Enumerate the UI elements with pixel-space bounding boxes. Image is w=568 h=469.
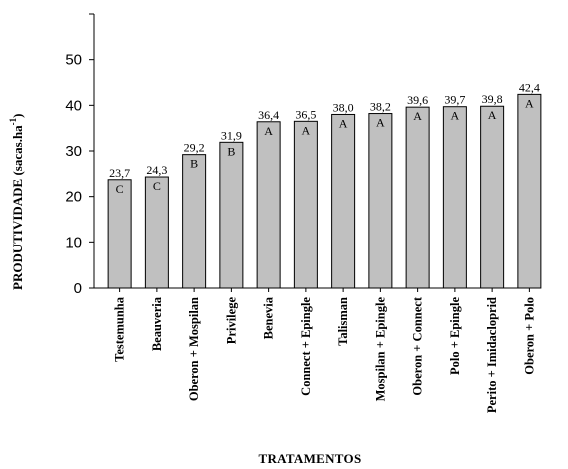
bar-group-letter: A	[451, 109, 460, 123]
y-axis-title-text: PRODUTIVIDADE (sacas.ha	[10, 125, 25, 290]
x-category-label: Mospilan + Epingle	[373, 297, 387, 402]
x-category-label: Beauveria	[150, 296, 164, 351]
y-tick-label: 50	[65, 52, 82, 69]
bar-value-label: 39,8	[482, 92, 503, 106]
bar-value-label: 38,2	[370, 100, 391, 114]
y-axis-title-close: )	[10, 113, 25, 117]
bar-value-label: 42,4	[519, 80, 540, 94]
x-category-label: Polo + Epingle	[448, 297, 462, 375]
bar	[442, 106, 467, 289]
x-category-label: Oberon + Connect	[411, 296, 425, 395]
x-category-label: Connect + Epingle	[299, 297, 313, 396]
bar	[331, 113, 356, 289]
bar	[144, 176, 169, 289]
bar-value-label: 31,9	[221, 128, 242, 142]
bar-value-label: 36,4	[258, 108, 279, 122]
bar-group-letter: A	[376, 116, 385, 130]
bar-group-letter: A	[264, 124, 273, 138]
x-category-label: Testemunha	[113, 296, 127, 362]
y-tick-label: 10	[65, 234, 82, 251]
bar-value-label: 24,3	[146, 163, 167, 177]
x-category-label: Talisman	[336, 297, 350, 346]
bar-value-label: 39,6	[407, 93, 428, 107]
bar-group-letter: A	[339, 116, 348, 130]
x-axis-title: TRATAMENTOS	[259, 451, 362, 466]
bar-value-label: 29,2	[184, 141, 205, 155]
bar-group-letter: A	[302, 123, 311, 137]
x-category-label: Benevia	[262, 296, 276, 339]
y-tick-label: 30	[65, 143, 82, 160]
data-labels: 23,7 C 24,3 C 29,2 B 31,9 B 36,4 A 36,5 A 38,0 A 38,2 A…	[109, 80, 540, 195]
bar	[405, 106, 430, 289]
bar-group-letter: B	[227, 144, 235, 158]
y-tick-label: 20	[65, 189, 82, 206]
x-category-label: Perito + Imidacloprid	[485, 297, 499, 413]
x-axis-categories: Testemunha Beauveria Oberon + Mospilan Priv…	[113, 288, 536, 413]
y-axis-ticks: 0 10 20 30 40 50	[65, 13, 94, 297]
bar-group-letter: A	[525, 96, 534, 110]
bar-value-label: 38,0	[333, 100, 354, 114]
bar-value-label: 39,7	[444, 93, 465, 107]
y-axis-title-superscript: -1	[8, 117, 18, 125]
bar	[368, 113, 393, 289]
y-tick-label: 40	[65, 97, 82, 114]
bar	[182, 154, 207, 289]
x-category-label: Oberon + Polo	[522, 297, 536, 375]
bar-value-label: 36,5	[295, 107, 316, 121]
bar	[517, 93, 542, 289]
bar	[293, 120, 318, 289]
bar-value-label: 23,7	[109, 166, 130, 180]
bar-group-letter: C	[116, 182, 124, 196]
y-axis-title: PRODUTIVIDADE (sacas.ha-1)	[8, 113, 25, 290]
bar-group-letter: B	[190, 157, 198, 171]
bars	[107, 93, 542, 289]
y-tick-label: 0	[74, 280, 82, 297]
bar	[107, 179, 132, 289]
bar	[256, 121, 281, 289]
bar	[219, 141, 244, 289]
bar-group-letter: A	[413, 109, 422, 123]
bar-group-letter: C	[153, 179, 161, 193]
bar	[480, 105, 505, 289]
bar-group-letter: A	[488, 108, 497, 122]
x-category-label: Oberon + Mospilan	[187, 297, 201, 401]
x-category-label: Privilege	[224, 297, 238, 345]
